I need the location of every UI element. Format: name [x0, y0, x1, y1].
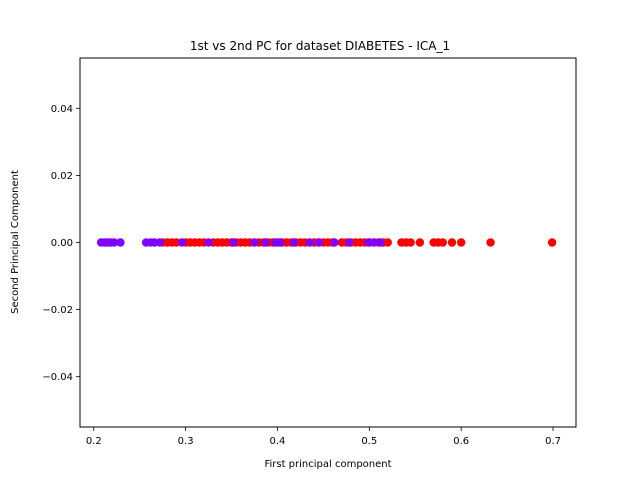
x-axis-ticks: 0.2 0.3 0.4 0.5 0.6 0.7	[86, 427, 561, 447]
data-point	[486, 238, 495, 247]
data-point	[204, 238, 213, 247]
data-point	[109, 238, 119, 247]
data-point	[116, 238, 125, 247]
y-axis-label: Second Principal Component	[10, 170, 21, 314]
data-point	[376, 238, 385, 247]
data-point	[369, 238, 379, 247]
data-point	[406, 238, 415, 247]
data-point	[547, 238, 557, 247]
y-tick-label: 0.04	[51, 104, 73, 115]
data-point	[250, 238, 259, 247]
data-point	[229, 238, 238, 247]
data-point	[344, 238, 354, 247]
x-tick-label: 0.6	[453, 436, 469, 447]
data-point	[276, 238, 285, 247]
x-tick-label: 0.4	[270, 436, 286, 447]
data-point	[330, 238, 339, 247]
y-tick-label: 0.02	[51, 171, 73, 182]
y-tick-label: 0.00	[51, 238, 73, 249]
data-points	[96, 238, 557, 247]
x-tick-label: 0.3	[178, 436, 194, 447]
data-point	[155, 238, 165, 247]
chart-title: 1st vs 2nd PC for dataset DIABETES - ICA…	[190, 39, 450, 53]
data-point	[289, 238, 299, 247]
y-axis-ticks: −0.04 −0.02 0.00 0.02 0.04	[42, 104, 80, 383]
y-tick-label: −0.02	[42, 305, 73, 316]
data-point	[177, 238, 187, 247]
x-tick-label: 0.2	[86, 436, 102, 447]
data-point	[383, 238, 392, 247]
plot-frame	[79, 57, 577, 428]
data-point	[438, 238, 448, 247]
data-point	[415, 238, 425, 247]
x-tick-label: 0.7	[545, 436, 561, 447]
data-point	[447, 238, 457, 247]
x-axis-label: First principal component	[264, 459, 391, 470]
data-point	[305, 238, 314, 247]
data-point	[456, 238, 466, 247]
x-tick-label: 0.5	[361, 436, 377, 447]
y-tick-label: −0.04	[42, 372, 73, 383]
data-point	[314, 238, 324, 247]
data-point	[261, 238, 270, 247]
